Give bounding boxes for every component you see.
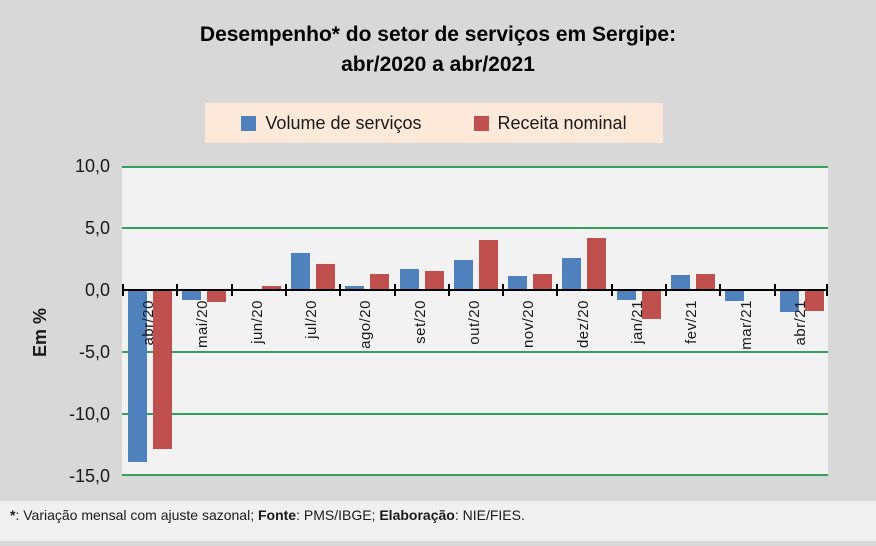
footnote-segment: : NIE/FIES.	[454, 507, 525, 523]
y-tick-label: 10,0	[74, 156, 110, 176]
gridline	[122, 227, 828, 229]
axis-tick	[285, 284, 287, 296]
axis-tick	[611, 284, 613, 296]
gridline	[122, 166, 828, 168]
axis-tick	[556, 284, 558, 296]
footnote: *: Variação mensal com ajuste sazonal; F…	[0, 507, 525, 523]
bar-receita-set-20	[425, 271, 444, 290]
x-label-jun-20: jun/20	[249, 300, 266, 344]
legend-item-receita-nominal: Receita nominal	[473, 112, 627, 134]
bar-receita-nov-20	[533, 274, 552, 290]
bar-volume-mai-20	[182, 290, 201, 300]
footnote-segment: Fonte	[257, 507, 297, 523]
x-label-abr-20: abr/20	[140, 300, 157, 346]
axis-tick	[339, 284, 341, 296]
bar-volume-jan-21	[617, 290, 636, 300]
legend-item-volume-de-servi-os: Volume de serviços	[241, 112, 422, 134]
footer-strip: *: Variação mensal com ajuste sazonal; F…	[0, 501, 876, 541]
legend: Volume de serviços Receita nominal	[205, 103, 663, 143]
x-label-fev-21: fev/21	[683, 300, 700, 344]
gridline	[122, 474, 828, 476]
bar-volume-abr-21	[780, 290, 799, 312]
gridline	[122, 413, 828, 415]
axis-tick	[719, 284, 721, 296]
bar-volume-ago-20	[345, 286, 364, 290]
bar-receita-jul-20	[316, 264, 335, 290]
bar-volume-dez-20	[562, 258, 581, 290]
axis-tick	[448, 284, 450, 296]
axis-tick	[176, 284, 178, 296]
chart-title: Desempenho* do setor de serviços em Serg…	[0, 20, 876, 80]
x-label-dez-20: dez/20	[575, 300, 592, 349]
x-label-jul-20: jul/20	[303, 300, 320, 339]
axis-tick	[122, 284, 124, 296]
bar-volume-jul-20	[291, 253, 310, 290]
x-label-nov-20: nov/20	[520, 300, 537, 349]
axis-tick	[231, 284, 233, 296]
bar-receita-abr-21	[805, 290, 824, 311]
gridline	[122, 351, 828, 353]
x-label-mar-21: mar/21	[738, 300, 755, 350]
y-tick-label: -10,0	[68, 404, 110, 424]
y-tick-label: -15,0	[68, 466, 110, 486]
bar-receita-ago-20	[370, 274, 389, 290]
bar-volume-set-20	[400, 269, 419, 290]
bar-receita-out-20	[479, 240, 498, 290]
bar-receita-jun-20	[262, 286, 281, 290]
x-label-mai-20: mai/20	[194, 300, 211, 349]
bar-receita-abr-20	[153, 290, 172, 449]
bar-volume-fev-21	[671, 275, 690, 290]
bar-volume-nov-20	[508, 276, 527, 290]
x-axis-line	[122, 289, 828, 291]
y-tick-label: 0,0	[84, 280, 110, 300]
legend-swatch-icon	[473, 115, 489, 131]
footnote-segment: *	[10, 507, 16, 523]
chart-title-line2: abr/2020 a abr/2021	[341, 53, 535, 76]
bar-receita-mai-20	[207, 290, 226, 302]
bar-volume-mar-21	[725, 290, 744, 301]
y-tick-label: 5,0	[84, 218, 110, 238]
axis-tick	[826, 284, 828, 296]
bar-volume-out-20	[454, 260, 473, 290]
x-label-set-20: set/20	[412, 300, 429, 344]
y-tick-label: -5,0	[78, 342, 110, 362]
bar-receita-dez-20	[587, 238, 606, 290]
footnote-segment: : Variação mensal com ajuste sazonal;	[15, 507, 258, 523]
axis-tick	[394, 284, 396, 296]
legend-swatch-icon	[241, 115, 257, 131]
footnote-segment: : PMS/IBGE;	[296, 507, 380, 523]
bar-receita-jan-21	[642, 290, 661, 319]
x-label-jan-21: jan/21	[629, 300, 646, 344]
x-label-out-20: out/20	[466, 300, 483, 345]
plot-area: abr/20 mai/20 jun/20 jul/20 ago/20 set/20 out/…	[122, 166, 828, 476]
legend-label: Volume de serviços	[265, 112, 422, 133]
bar-volume-abr-20	[128, 290, 147, 462]
bar-receita-fev-21	[696, 274, 715, 290]
x-label-ago-20: ago/20	[357, 300, 374, 349]
chart-title-line1: Desempenho* do setor de serviços em Serg…	[199, 23, 677, 46]
axis-tick	[502, 284, 504, 296]
x-label-abr-21: abr/21	[792, 300, 809, 346]
legend-label: Receita nominal	[497, 112, 627, 133]
axis-tick	[774, 284, 776, 296]
footnote-segment: Elaboração	[379, 507, 455, 523]
axis-tick	[665, 284, 667, 296]
